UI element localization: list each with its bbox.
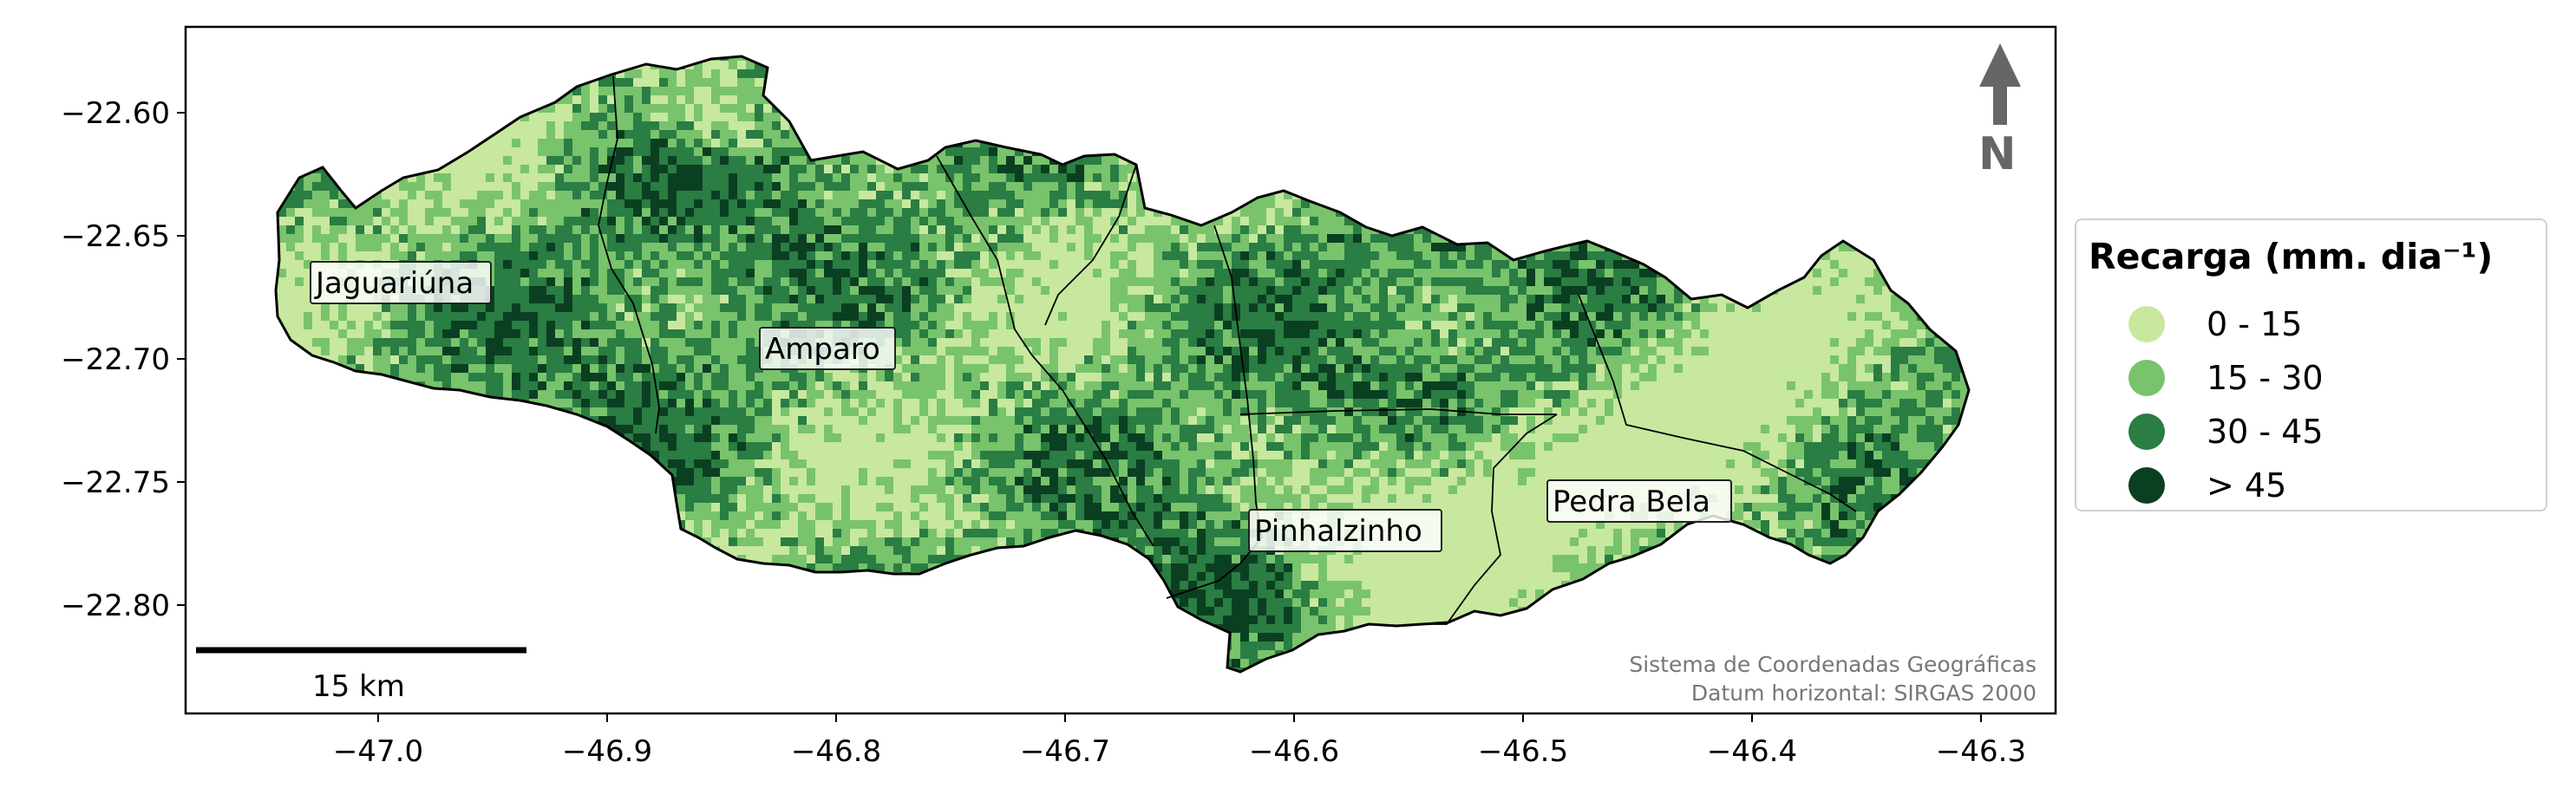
y-tick-label: −22.75 (61, 466, 170, 500)
y-tick-label: −22.70 (61, 342, 170, 377)
legend-label: 30 - 45 (2207, 413, 2324, 451)
y-ticks (177, 112, 186, 606)
legend-item: > 45 (2128, 459, 2286, 511)
boundary-pinhalzinho-west (1166, 225, 1263, 599)
place-label-pinhalzinho: Pinhalzinho (1248, 509, 1442, 552)
legend-item: 30 - 45 (2128, 406, 2324, 458)
place-name: Pinhalzinho (1254, 514, 1422, 549)
recharge-raster (276, 56, 1969, 672)
legend-item: 0 - 15 (2128, 298, 2302, 350)
x-tick-label: −46.9 (562, 734, 652, 769)
x-tick-label: −46.6 (1249, 734, 1339, 769)
y-tick-label: −22.80 (61, 589, 170, 623)
legend-label: 0 - 15 (2207, 305, 2303, 343)
legend-swatch (2128, 467, 2165, 504)
x-tick-label: −46.7 (1020, 734, 1110, 769)
scale-bar-label: 15 km (312, 669, 405, 704)
boundary-pedra-bela-west (1422, 414, 1558, 625)
x-tick-label: −46.3 (1936, 734, 2026, 769)
place-label-jaguariuna: Jaguariúna (310, 261, 492, 304)
y-tick-label: −22.60 (61, 96, 170, 131)
datum-credit-line: Datum horizontal: SIRGAS 2000 (1690, 681, 2037, 706)
boundary-pinhalzinho-north (1239, 408, 1557, 415)
legend-swatch (2128, 360, 2165, 396)
legend-swatch (2128, 306, 2165, 342)
place-name: Jaguariúna (314, 266, 474, 301)
place-name: Pedra Bela (1553, 485, 1710, 519)
legend-title: Recarga (mm. dia⁻¹) (2089, 236, 2494, 277)
boundary-pedra-bela-north (1578, 294, 1857, 512)
axes-frame (184, 25, 2057, 715)
legend-label: 15 - 30 (2207, 359, 2324, 397)
place-label-amparo: Amparo (759, 327, 896, 370)
y-tick-label: −22.65 (61, 219, 170, 254)
x-ticks (377, 713, 1982, 722)
x-tick-label: −46.4 (1707, 734, 1797, 769)
legend-item: 15 - 30 (2128, 352, 2324, 404)
x-tick-label: −47.0 (333, 734, 423, 769)
north-label: N (1978, 128, 2017, 180)
boundary-amparo-north (1044, 164, 1137, 326)
crs-credit-line: Sistema de Coordenadas Geográficas (1629, 652, 2037, 677)
x-tick-label: −46.5 (1478, 734, 1568, 769)
legend-label: > 45 (2207, 466, 2287, 505)
north-arrow-icon (1979, 43, 2021, 125)
legend-swatch (2128, 414, 2165, 450)
legend: Recarga (mm. dia⁻¹) 0 - 15 15 - 30 30 - … (2075, 218, 2547, 511)
place-name: Amparo (765, 332, 880, 367)
boundary-jaguariuna-amparo (598, 75, 660, 434)
boundary-amparo-east (936, 155, 1154, 547)
x-tick-label: −46.8 (791, 734, 881, 769)
place-label-pedra-bela: Pedra Bela (1546, 479, 1732, 523)
municipal-boundaries (598, 75, 1857, 625)
